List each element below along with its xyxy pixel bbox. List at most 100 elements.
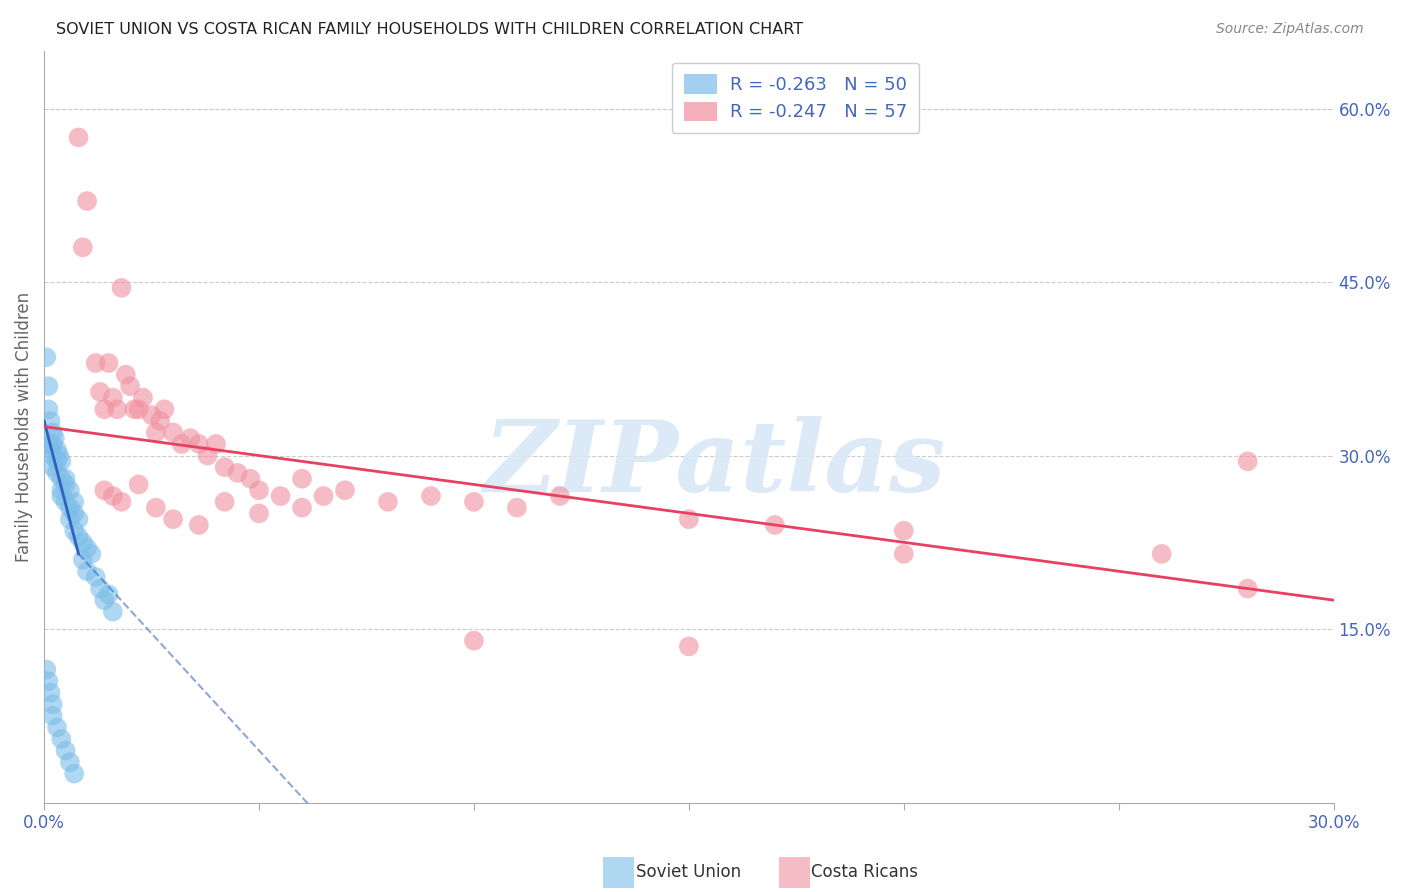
Point	[46, 442, 69, 457]
Point	[84, 570, 107, 584]
Point	[55, 477, 77, 491]
Point	[197, 449, 219, 463]
Point	[59, 483, 82, 498]
Point	[41, 425, 63, 440]
Point	[37, 402, 59, 417]
Point	[110, 495, 132, 509]
Point	[59, 512, 82, 526]
Point	[39, 414, 62, 428]
Point	[291, 472, 314, 486]
Point	[187, 437, 209, 451]
Point	[128, 477, 150, 491]
Point	[63, 495, 86, 509]
Point	[84, 356, 107, 370]
Point	[76, 194, 98, 208]
Point	[51, 472, 73, 486]
Point	[377, 495, 399, 509]
Point	[51, 483, 73, 498]
Point	[226, 466, 249, 480]
Point	[678, 512, 700, 526]
Point	[41, 437, 63, 451]
Point	[89, 582, 111, 596]
Point	[149, 414, 172, 428]
Point	[39, 686, 62, 700]
Point	[72, 240, 94, 254]
Text: Costa Ricans: Costa Ricans	[811, 863, 918, 881]
Point	[141, 408, 163, 422]
Point	[145, 500, 167, 515]
Point	[59, 755, 82, 769]
Point	[145, 425, 167, 440]
Point	[51, 731, 73, 746]
Point	[46, 466, 69, 480]
Point	[59, 500, 82, 515]
Point	[312, 489, 335, 503]
Point	[37, 674, 59, 689]
Point	[463, 633, 485, 648]
Legend: R = -0.263   N = 50, R = -0.247   N = 57: R = -0.263 N = 50, R = -0.247 N = 57	[672, 62, 920, 133]
Point	[76, 541, 98, 555]
Point	[214, 495, 236, 509]
Point	[678, 640, 700, 654]
Text: Soviet Union: Soviet Union	[636, 863, 741, 881]
Point	[187, 518, 209, 533]
Point	[763, 518, 786, 533]
Point	[55, 495, 77, 509]
Point	[67, 130, 90, 145]
Point	[463, 495, 485, 509]
Point	[239, 472, 262, 486]
Point	[76, 564, 98, 578]
Point	[63, 524, 86, 538]
Point	[41, 709, 63, 723]
Point	[893, 547, 915, 561]
Point	[41, 449, 63, 463]
Point	[291, 500, 314, 515]
Point	[132, 391, 155, 405]
Point	[205, 437, 228, 451]
Point	[93, 402, 115, 417]
Point	[214, 460, 236, 475]
Point	[124, 402, 146, 417]
Point	[46, 720, 69, 734]
Point	[270, 489, 292, 503]
Point	[37, 437, 59, 451]
Point	[35, 663, 58, 677]
Point	[170, 437, 193, 451]
Point	[893, 524, 915, 538]
Point	[44, 431, 66, 445]
Point	[120, 379, 142, 393]
Point	[247, 483, 270, 498]
Point	[97, 356, 120, 370]
Point	[162, 425, 184, 440]
Point	[162, 512, 184, 526]
Point	[37, 379, 59, 393]
Point	[35, 350, 58, 364]
Point	[72, 552, 94, 566]
Point	[101, 391, 124, 405]
Point	[41, 460, 63, 475]
Point	[128, 402, 150, 417]
Point	[67, 529, 90, 543]
Point	[548, 489, 571, 503]
Point	[55, 743, 77, 757]
Point	[333, 483, 356, 498]
Text: Source: ZipAtlas.com: Source: ZipAtlas.com	[1216, 22, 1364, 37]
Point	[1236, 582, 1258, 596]
Point	[247, 507, 270, 521]
Point	[93, 593, 115, 607]
Point	[93, 483, 115, 498]
Y-axis label: Family Households with Children: Family Households with Children	[15, 292, 32, 562]
Point	[110, 281, 132, 295]
Point	[114, 368, 136, 382]
Point	[72, 535, 94, 549]
Point	[1150, 547, 1173, 561]
Point	[80, 547, 103, 561]
Point	[67, 512, 90, 526]
Point	[97, 587, 120, 601]
Point	[153, 402, 176, 417]
Point	[420, 489, 443, 503]
Point	[1236, 454, 1258, 468]
Point	[51, 489, 73, 503]
Point	[506, 500, 529, 515]
Point	[41, 698, 63, 712]
